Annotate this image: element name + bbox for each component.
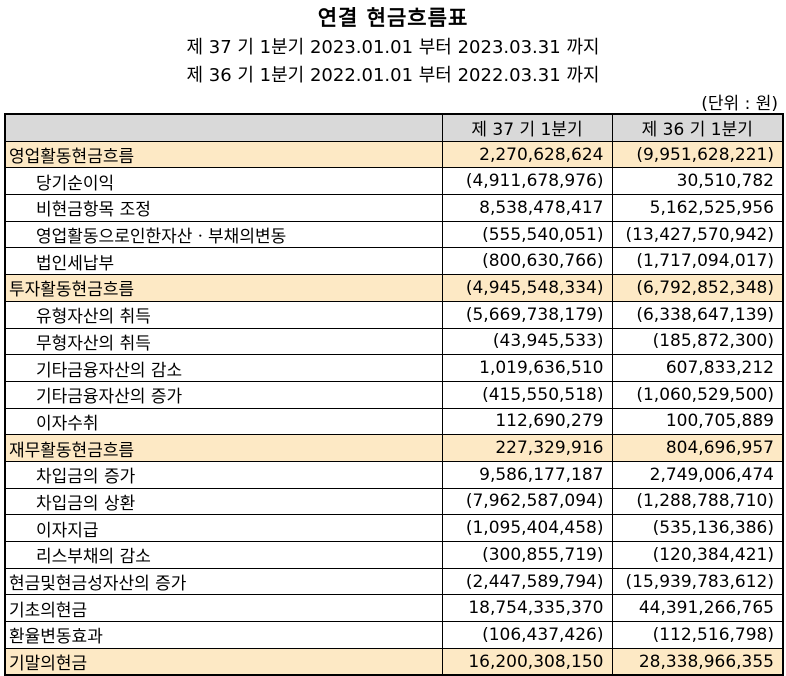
table-row: 법인세납부 (800,630,766) (1,717,094,017) [4,247,784,276]
row-current: 16,200,308,150 [441,647,613,676]
row-current: (4,945,548,334) [441,274,613,302]
row-prior: (13,427,570,942) [611,220,784,249]
row-label: 기타금융자산의 증가 [4,380,443,409]
table-row: 이자수취 112,690,279 100,705,889 [4,407,784,436]
row-prior: (1,288,788,710) [611,487,784,516]
row-current: 227,329,916 [441,434,613,462]
row-current: (555,540,051) [441,220,613,249]
statement-title: 연결 현금흐름표 [317,6,469,30]
row-current: 112,690,279 [441,407,613,436]
table-row: 재무활동현금흐름 227,329,916 804,696,957 [4,434,784,462]
table-row: 이자지급 (1,095,404,458) (535,136,386) [4,514,784,542]
row-current: (2,447,589,794) [441,567,613,596]
row-prior: 607,833,212 [611,354,784,382]
row-current: (300,855,719) [441,541,613,569]
row-prior: (1,060,529,500) [611,380,784,409]
row-prior: (15,939,783,612) [611,567,784,596]
row-prior: 5,162,525,956 [611,194,784,222]
header-row: 제 37 기 1분기 제 36 기 1분기 [4,113,784,142]
row-prior: (185,872,300) [611,327,784,356]
row-prior: 804,696,957 [611,434,784,462]
row-prior: (6,792,852,348) [611,274,784,302]
table-row: 차입금의 증가 9,586,177,187 2,749,006,474 [4,460,784,489]
row-prior: (112,516,798) [611,621,784,649]
row-label: 재무활동현금흐름 [4,434,443,462]
row-prior: 2,749,006,474 [611,460,784,489]
row-current: (43,945,533) [441,327,613,356]
header-current: 제 37 기 1분기 [441,113,613,142]
row-prior: (6,338,647,139) [611,300,784,329]
row-current: 9,586,177,187 [441,460,613,489]
table-row: 무형자산의 취득 (43,945,533) (185,872,300) [4,327,784,356]
row-current: (4,911,678,976) [441,167,613,196]
row-label: 차입금의 상환 [4,487,443,516]
table-row: 기타금융자산의 감소 1,019,636,510 607,833,212 [4,354,784,382]
row-prior: (120,384,421) [611,541,784,569]
table-row: 차입금의 상환 (7,962,587,094) (1,288,788,710) [4,487,784,516]
row-prior: 30,510,782 [611,167,784,196]
table-row: 기말의현금 16,200,308,150 28,338,966,355 [4,647,784,676]
row-current: (106,437,426) [441,621,613,649]
row-current: (800,630,766) [441,247,613,276]
row-current: (5,669,738,179) [441,300,613,329]
row-current: (7,962,587,094) [441,487,613,516]
row-prior: 100,705,889 [611,407,784,436]
row-label: 이자수취 [4,407,443,436]
table-row: 환율변동효과 (106,437,426) (112,516,798) [4,621,784,649]
row-prior: (535,136,386) [611,514,784,542]
row-label: 무형자산의 취득 [4,327,443,356]
row-prior: (1,717,094,017) [611,247,784,276]
row-prior: 44,391,266,765 [611,594,784,623]
row-label: 현금및현금성자산의 증가 [4,567,443,596]
table-row: 영업활동현금흐름 2,270,628,624 (9,951,628,221) [4,140,784,169]
row-current: 1,019,636,510 [441,354,613,382]
header-prior: 제 36 기 1분기 [611,113,784,142]
row-current: (415,550,518) [441,380,613,409]
row-label: 당기순이익 [4,167,443,196]
row-label: 영업활동으로인한자산ㆍ부채의변동 [4,220,443,249]
row-label: 기말의현금 [4,647,443,676]
row-label: 리스부채의 감소 [4,541,443,569]
row-prior: 28,338,966,355 [611,647,784,676]
table-row: 투자활동현금흐름 (4,945,548,334) (6,792,852,348) [4,274,784,302]
table-row: 영업활동으로인한자산ㆍ부채의변동 (555,540,051) (13,427,5… [4,220,784,249]
unit-label: (단위 : 원) [701,94,778,114]
table-row: 비현금항목 조정 8,538,478,417 5,162,525,956 [4,194,784,222]
row-prior: (9,951,628,221) [611,140,784,169]
table-row: 기타금융자산의 증가 (415,550,518) (1,060,529,500) [4,380,784,409]
header-label [4,113,443,142]
row-label: 이자지급 [4,514,443,542]
table-row: 당기순이익 (4,911,678,976) 30,510,782 [4,167,784,196]
row-label: 투자활동현금흐름 [4,274,443,302]
row-label: 환율변동효과 [4,621,443,649]
table-row: 유형자산의 취득 (5,669,738,179) (6,338,647,139) [4,300,784,329]
row-current: 2,270,628,624 [441,140,613,169]
row-label: 기타금융자산의 감소 [4,354,443,382]
row-label: 비현금항목 조정 [4,194,443,222]
cash-flow-table: 제 37 기 1분기 제 36 기 1분기 영업활동현금흐름 2,270,628… [4,113,784,676]
table-row: 기초의현금 18,754,335,370 44,391,266,765 [4,594,784,623]
row-label: 법인세납부 [4,247,443,276]
period-current: 제 37 기 1분기 2023.01.01 부터 2023.03.31 까지 [186,37,600,58]
row-current: 18,754,335,370 [441,594,613,623]
row-label: 유형자산의 취득 [4,300,443,329]
row-current: 8,538,478,417 [441,194,613,222]
row-label: 영업활동현금흐름 [4,140,443,169]
row-current: (1,095,404,458) [441,514,613,542]
row-label: 기초의현금 [4,594,443,623]
row-label: 차입금의 증가 [4,460,443,489]
table-row: 리스부채의 감소 (300,855,719) (120,384,421) [4,541,784,569]
period-prior: 제 36 기 1분기 2022.01.01 부터 2022.03.31 까지 [186,65,600,86]
table-row: 현금및현금성자산의 증가 (2,447,589,794) (15,939,783… [4,567,784,596]
